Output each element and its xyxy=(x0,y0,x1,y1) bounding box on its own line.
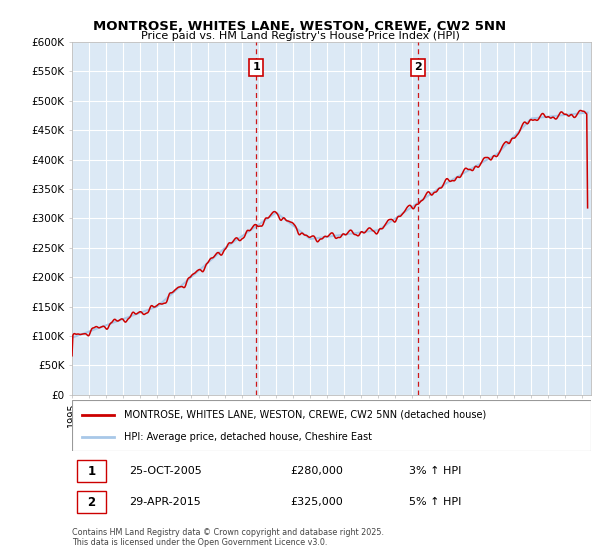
Text: Contains HM Land Registry data © Crown copyright and database right 2025.
This d: Contains HM Land Registry data © Crown c… xyxy=(72,528,384,547)
Text: 25-OCT-2005: 25-OCT-2005 xyxy=(129,466,202,476)
Text: £325,000: £325,000 xyxy=(290,497,343,507)
Text: 2: 2 xyxy=(88,496,95,508)
Text: MONTROSE, WHITES LANE, WESTON, CREWE, CW2 5NN: MONTROSE, WHITES LANE, WESTON, CREWE, CW… xyxy=(94,20,506,32)
FancyBboxPatch shape xyxy=(72,400,591,451)
Text: 1: 1 xyxy=(252,62,260,72)
FancyBboxPatch shape xyxy=(77,460,106,482)
Text: 5% ↑ HPI: 5% ↑ HPI xyxy=(409,497,462,507)
Text: HPI: Average price, detached house, Cheshire East: HPI: Average price, detached house, Ches… xyxy=(124,432,372,442)
Text: 3% ↑ HPI: 3% ↑ HPI xyxy=(409,466,462,476)
Text: MONTROSE, WHITES LANE, WESTON, CREWE, CW2 5NN (detached house): MONTROSE, WHITES LANE, WESTON, CREWE, CW… xyxy=(124,409,486,419)
FancyBboxPatch shape xyxy=(77,491,106,513)
Text: 1: 1 xyxy=(88,465,95,478)
Text: Price paid vs. HM Land Registry's House Price Index (HPI): Price paid vs. HM Land Registry's House … xyxy=(140,31,460,41)
Text: 29-APR-2015: 29-APR-2015 xyxy=(129,497,201,507)
Text: 2: 2 xyxy=(414,62,422,72)
Text: £280,000: £280,000 xyxy=(290,466,343,476)
